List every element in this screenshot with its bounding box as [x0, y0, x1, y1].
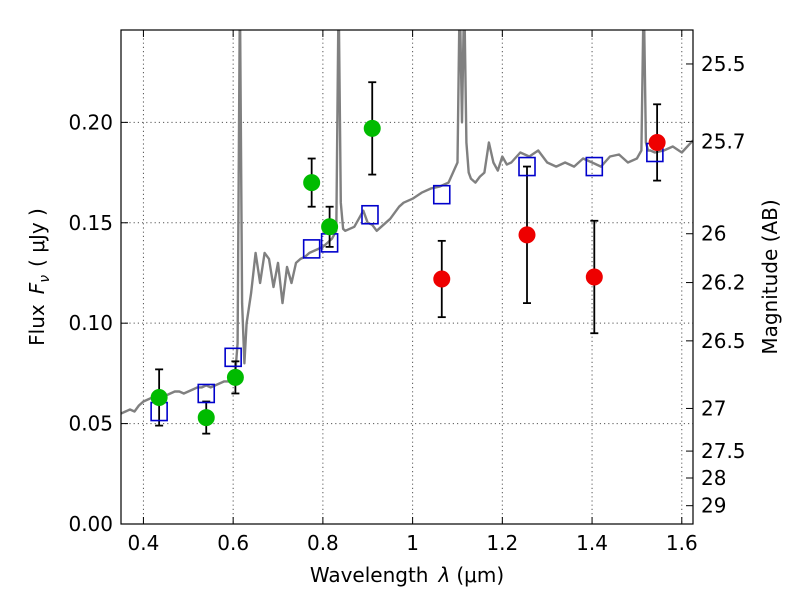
y-ticks: 0.00 0.05 0.10 0.15 0.20 [68, 110, 128, 536]
model-photometry-point [361, 204, 379, 225]
template-spectrum-line [121, 30, 693, 415]
observed-photometry-point [518, 226, 536, 244]
x-axis-label: Wavelength λ (μm) [310, 563, 504, 587]
x-tick-label: 1.2 [486, 531, 518, 555]
magnitude-ticks: 25.5 25.7 26 26.2 26.5 27 27.5 28 29 [686, 52, 746, 518]
y-axis-label: FluxFν( μJy ) [25, 208, 53, 346]
observed-photometry-point [150, 388, 168, 406]
x-tick-label: 0.6 [217, 531, 249, 555]
x-tick-label: 1.4 [576, 531, 608, 555]
y-tick-label: 0.00 [68, 512, 113, 536]
model-photometry-point [224, 347, 242, 368]
observed-photometry-point [226, 368, 244, 386]
magnitude-tick-label: 25.7 [701, 129, 746, 153]
spectrum-layer [121, 30, 693, 415]
y-tick-label: 0.05 [68, 412, 113, 436]
model-photometry-point [585, 156, 604, 177]
magnitude-tick-label: 28 [701, 466, 726, 490]
model-photometry-point [197, 383, 216, 404]
x-tick-label: 0.8 [307, 531, 339, 555]
axes [120, 29, 694, 525]
observed-photometry-point [585, 268, 603, 286]
magnitude-tick-label: 26 [701, 222, 726, 246]
magnitude-tick-label: 29 [701, 494, 726, 518]
observed-photometry-point [321, 218, 339, 236]
x-tick-label: 1 [406, 531, 419, 555]
observed-photometry-point [303, 174, 321, 192]
grid [121, 30, 693, 525]
magnitude-tick-label: 26.5 [701, 329, 746, 353]
y-tick-label: 0.10 [68, 311, 113, 335]
magnitude-axis-label: Magnitude (AB) [758, 199, 782, 354]
observed-photometry-point [433, 270, 451, 288]
y-tick-label: 0.15 [68, 211, 113, 235]
x-tick-label: 1.6 [666, 531, 698, 555]
x-tick-label: 0.4 [128, 531, 160, 555]
magnitude-tick-label: 27.5 [701, 439, 746, 463]
observed-photometry-point [197, 409, 215, 427]
model-photometry-point [302, 239, 321, 259]
observed-photometry-point [363, 119, 381, 137]
magnitude-tick-label: 25.5 [701, 52, 746, 76]
plot-frame [120, 29, 694, 525]
y-tick-label: 0.20 [68, 110, 113, 134]
magnitude-tick-label: 27 [701, 396, 726, 420]
magnitude-tick-label: 26.2 [701, 271, 746, 295]
model-photometry-point [518, 156, 536, 177]
observed-photometry-markers [150, 119, 666, 427]
model-photometry-point [432, 184, 451, 205]
x-ticks: 0.4 0.6 0.8 1 1.2 1.4 1.6 [128, 30, 698, 555]
observed-photometry-point [648, 133, 666, 151]
